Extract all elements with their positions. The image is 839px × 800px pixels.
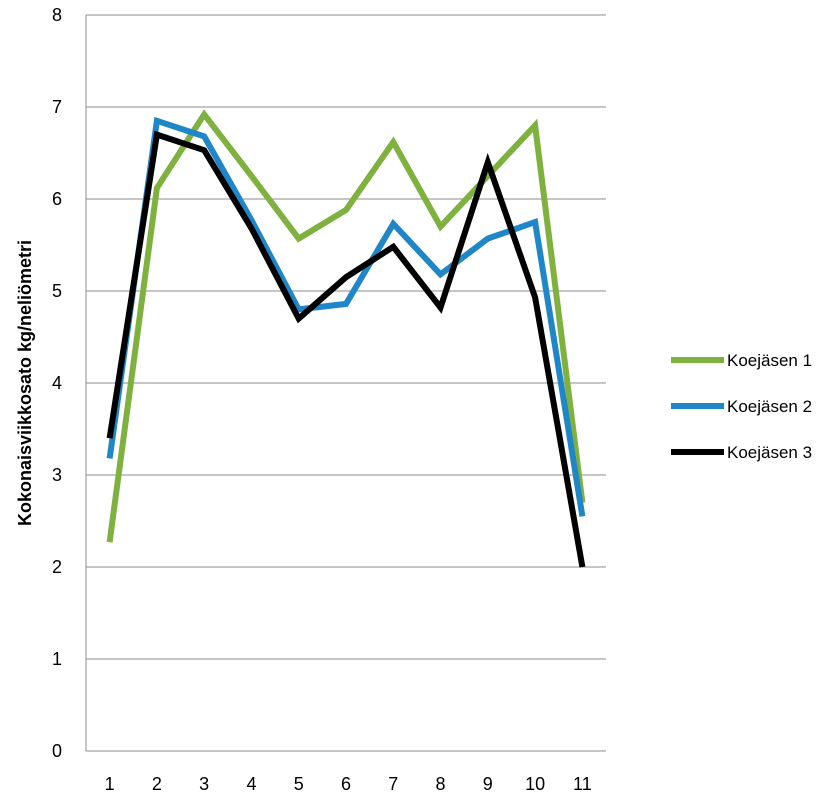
series-line-1 <box>106 109 586 543</box>
legend-label: Koejäsen 3 <box>727 443 812 462</box>
legend: Koejäsen 1 Koejäsen 2 Koejäsen 3 <box>671 351 812 462</box>
x-tick-label: 5 <box>294 774 304 794</box>
y-tick-label: 1 <box>52 649 62 669</box>
x-tick-label: 1 <box>105 774 115 794</box>
y-tick-label: 6 <box>52 189 62 209</box>
y-tick-labels: 0 1 2 3 4 5 6 7 8 <box>52 5 62 761</box>
legend-label: Koejäsen 1 <box>727 351 812 370</box>
y-tick-label: 0 <box>52 741 62 761</box>
y-tick-label: 4 <box>52 373 62 393</box>
x-tick-label: 9 <box>483 774 493 794</box>
y-tick-label: 5 <box>52 281 62 301</box>
axes <box>85 15 606 752</box>
legend-label: Koejäsen 2 <box>727 397 812 416</box>
x-tick-label: 10 <box>525 774 545 794</box>
x-tick-label: 3 <box>199 774 209 794</box>
y-axis-label: Kokonaisviikkosato kg/neliömetri <box>15 240 35 526</box>
x-tick-label: 11 <box>573 774 592 794</box>
y-tick-label: 3 <box>52 465 62 485</box>
x-tick-label: 2 <box>152 774 162 794</box>
y-tick-label: 8 <box>52 5 62 25</box>
x-tick-label: 7 <box>388 774 398 794</box>
series-line-3 <box>106 130 586 568</box>
y-tick-label: 2 <box>52 557 62 577</box>
series-line-2 <box>106 116 586 517</box>
x-tick-label: 8 <box>436 774 446 794</box>
series-lines <box>106 109 586 568</box>
y-tick-label: 7 <box>52 97 62 117</box>
x-tick-labels: 1 2 3 4 5 6 7 8 9 10 11 <box>105 774 592 794</box>
gridlines <box>86 14 606 660</box>
x-tick-label: 4 <box>246 774 256 794</box>
x-tick-label: 6 <box>341 774 351 794</box>
